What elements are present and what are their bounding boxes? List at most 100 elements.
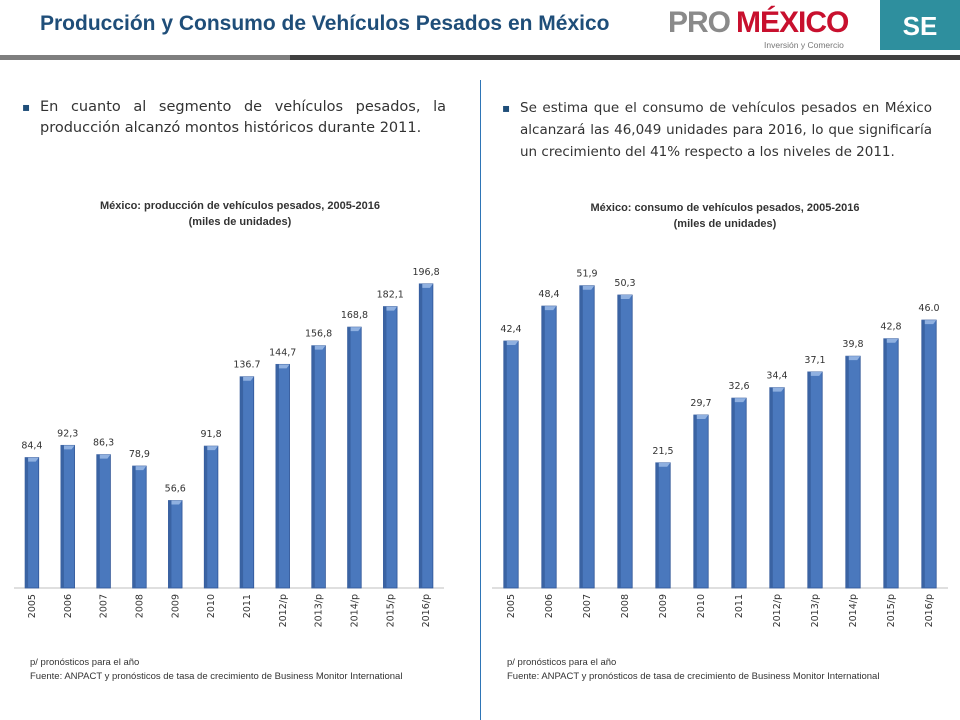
production-category-label: 2014/p [349,594,360,627]
production-chart: 84,4 2005 92,3 2006 86,3 2007 78,9 2008 56,6 2009… [14,267,444,627]
production-bar-bevel [347,327,362,332]
production-bar-shade [60,445,64,588]
production-bar-shade [240,376,244,588]
logo-tagline: Inversión y Comercio [764,40,844,50]
consumption-value-label: 34,4 [766,371,787,382]
consumption-bar-bevel [769,387,785,392]
header-rule-gray [0,55,290,60]
production-value-label: 92,3 [57,428,78,439]
consumption-footnote: p/ pronósticos para el año Fuente: ANPAC… [507,656,937,684]
consumption-bar-shade [655,462,659,588]
consumption-bar-shade [921,320,925,588]
consumption-category-label: 2007 [582,594,593,618]
production-bar-shade [25,457,29,588]
consumption-bar [807,371,823,589]
se-badge: SE [880,0,960,50]
consumption-bar [541,305,557,589]
production-bar-shade [132,466,136,588]
consumption-value-label: 42,4 [500,324,521,335]
promexico-logo: PRO MÉXICO Inversión y Comercio [668,6,873,50]
column-divider [480,80,481,720]
consumption-value-label: 50,3 [614,278,635,289]
consumption-category-label: 2015/p [886,594,897,627]
production-footnote-line2: Fuente: ANPACT y pronósticos de tasa de … [30,671,403,682]
consumption-bar-shade [883,338,887,588]
consumption-category-label: 2014/p [848,594,859,627]
production-bar-shade [419,283,423,588]
production-value-label: 84,4 [21,441,42,452]
production-bar-shade [204,446,208,588]
left-bullet: ▪ En cuanto al segmento de vehículos pes… [22,97,446,139]
production-category-label: 2013/p [314,594,325,627]
production-bar [203,445,219,589]
consumption-bar-shade [579,285,583,588]
production-value-label: 144,7 [269,347,296,358]
consumption-bar [845,355,861,589]
production-value-label: 136.7 [233,360,260,371]
consumption-chart: 42,4 2005 48,4 2006 51,9 2007 50,3 2008 21,5 2009… [492,269,948,627]
consumption-value-label: 51,9 [576,269,597,280]
production-bar [96,454,111,589]
production-bar [60,444,75,589]
production-bar-bevel [240,376,254,381]
production-bar-bevel [25,457,39,462]
production-category-label: 2015/p [385,594,396,627]
consumption-footnote-line2: Fuente: ANPACT y pronósticos de tasa de … [507,671,880,682]
production-value-label: 168,8 [341,310,368,321]
consumption-bar [655,462,671,589]
consumption-value-label: 39,8 [842,339,863,350]
production-bar-shade [347,327,351,588]
production-value-label: 91,8 [201,429,222,440]
consumption-category-label: 2008 [620,594,631,618]
production-category-label: 2008 [134,594,145,618]
consumption-category-label: 2010 [696,594,707,618]
consumption-category-label: 2006 [544,594,555,618]
production-bar [168,500,183,589]
consumption-value-label: 48,4 [538,289,559,300]
consumption-category-label: 2011 [734,594,745,618]
consumption-bar-shade [731,398,735,588]
production-value-label: 196,8 [412,267,439,278]
consumption-bar-shade [503,341,507,588]
consumption-category-label: 2016/p [924,594,935,627]
left-bullet-text: En cuanto al segmento de vehículos pesad… [40,99,446,136]
production-category-label: 2010 [206,594,217,618]
production-category-label: 2016/p [421,594,432,627]
consumption-bar-shade [845,356,849,588]
consumption-bar-bevel [807,371,823,376]
production-bar-bevel [204,446,218,451]
production-value-label: 78,9 [129,449,150,460]
consumption-value-label: 42,8 [880,322,901,333]
consumption-bar-bevel [655,462,671,467]
consumption-bar [921,319,937,589]
production-bar [418,283,434,589]
consumption-bar-shade [769,387,773,588]
consumption-bar [503,340,519,589]
consumption-footnote-line1: p/ pronósticos para el año [507,657,617,668]
right-bullet-text: Se estima que el consumo de vehículos pe… [520,100,932,160]
production-chart-title: México: producción de vehículos pesados,… [40,198,440,230]
production-bar [275,363,290,589]
consumption-category-label: 2009 [658,594,669,618]
consumption-bar-bevel [845,356,861,361]
bullet-square-icon: ▪ [22,100,31,114]
production-value-label: 56,6 [165,484,186,495]
production-chart-title-line2: (miles de unidades) [188,216,292,228]
consumption-bar-bevel [579,285,595,290]
production-chart-title-line1: México: producción de vehículos pesados,… [100,200,380,212]
production-bar [347,326,362,589]
production-bar-bevel [168,500,183,505]
consumption-bar-bevel [693,415,709,420]
consumption-bar-bevel [921,320,937,325]
consumption-bar [731,397,747,589]
page-title: Producción y Consumo de Vehículos Pesado… [40,12,610,35]
consumption-bar [769,387,785,589]
consumption-bar-shade [541,306,545,588]
production-bar-bevel [419,283,433,288]
consumption-bar [579,285,595,589]
production-bar-bevel [60,445,75,450]
production-value-label: 182,1 [377,290,404,301]
production-bar [311,345,326,589]
production-bar [132,465,147,589]
